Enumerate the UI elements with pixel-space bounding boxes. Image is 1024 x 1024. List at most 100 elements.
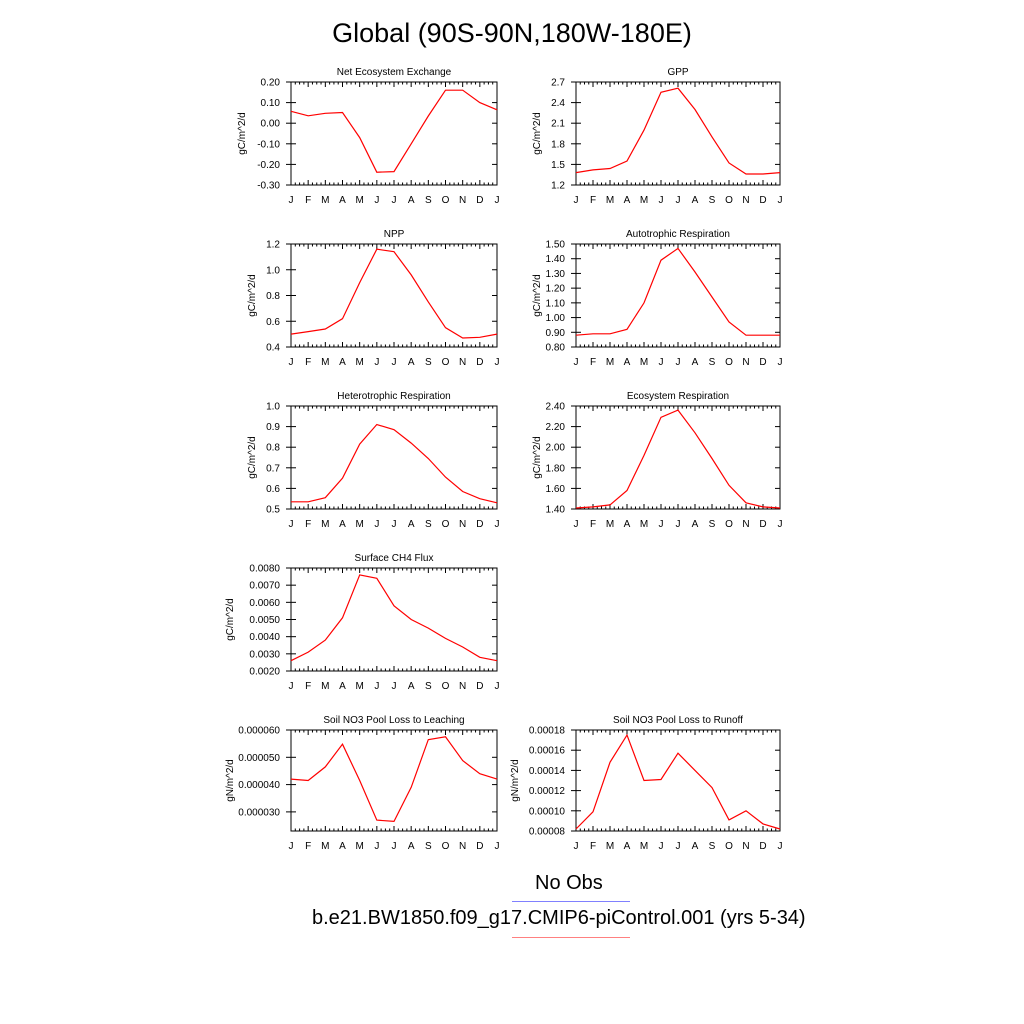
series-line — [290, 574, 498, 662]
x-tick-label: J — [289, 357, 294, 368]
x-tick-label: J — [574, 357, 579, 368]
plot-frame — [290, 81, 498, 186]
y-axis-label: gC/m^2/d — [247, 436, 258, 479]
x-tick-label: J — [392, 195, 397, 206]
x-tick-label: J — [289, 519, 294, 530]
y-tick-label: 0.00010 — [529, 806, 566, 817]
x-tick-label: M — [321, 841, 329, 852]
x-tick-label: D — [759, 519, 766, 530]
x-tick-label: N — [742, 841, 749, 852]
x-tick-label: M — [321, 519, 329, 530]
x-tick-label: J — [289, 195, 294, 206]
y-tick-label: 0.80 — [546, 343, 566, 354]
x-tick-label: O — [442, 357, 450, 368]
y-tick-label: 0.20 — [261, 78, 281, 89]
y-tick-label: -0.10 — [257, 139, 280, 150]
x-tick-label: D — [759, 357, 766, 368]
x-tick-label: F — [305, 519, 311, 530]
page-title: Global (90S-90N,180W-180E) — [332, 18, 692, 48]
x-tick-label: O — [725, 357, 733, 368]
plot-frame — [290, 243, 498, 348]
x-tick-label: J — [392, 681, 397, 692]
y-tick-label: 0.000050 — [238, 753, 280, 764]
y-tick-label: 1.30 — [546, 269, 566, 280]
y-tick-label: 0.00008 — [529, 827, 566, 838]
series-line — [291, 423, 498, 504]
y-tick-label: 0.4 — [266, 343, 280, 354]
x-tick-label: J — [495, 519, 500, 530]
y-tick-label: 2.00 — [546, 443, 566, 454]
plot-frame — [290, 567, 498, 672]
series-line — [575, 87, 781, 175]
plot-frame — [575, 405, 781, 510]
x-tick-label: J — [574, 195, 579, 206]
y-tick-label: 0.6 — [266, 317, 280, 328]
y-tick-label: 1.00 — [546, 313, 566, 324]
x-tick-label: M — [355, 357, 363, 368]
y-tick-label: 0.00016 — [529, 746, 566, 757]
y-tick-label: 1.20 — [546, 284, 566, 295]
x-tick-label: S — [425, 357, 432, 368]
x-tick-label: A — [624, 841, 631, 852]
x-tick-label: M — [321, 681, 329, 692]
x-tick-label: S — [425, 841, 432, 852]
y-tick-label: 0.00014 — [529, 766, 566, 777]
x-tick-label: A — [692, 195, 699, 206]
y-tick-label: 0.0050 — [249, 615, 280, 626]
y-tick-label: 1.40 — [546, 254, 566, 265]
y-tick-label: 0.0070 — [249, 581, 280, 592]
x-tick-label: D — [476, 195, 483, 206]
y-tick-label: 1.0 — [266, 402, 280, 413]
series-line — [290, 248, 498, 339]
x-tick-label: M — [606, 357, 614, 368]
x-tick-label: J — [392, 841, 397, 852]
y-tick-label: 1.0 — [266, 265, 280, 276]
y-tick-label: 1.2 — [266, 240, 280, 251]
x-tick-label: M — [606, 519, 614, 530]
y-axis-label: gN/m^2/d — [225, 759, 236, 802]
x-tick-label: M — [606, 841, 614, 852]
y-tick-label: 0.90 — [546, 328, 566, 339]
x-tick-label: M — [640, 841, 648, 852]
x-tick-label: J — [778, 519, 783, 530]
x-tick-label: A — [339, 841, 346, 852]
x-tick-label: J — [392, 519, 397, 530]
chart-title: Surface CH4 Flux — [355, 553, 434, 564]
x-tick-label: S — [709, 841, 716, 852]
y-tick-label: 0.0030 — [249, 649, 280, 660]
x-tick-label: N — [742, 519, 749, 530]
plot-frame — [290, 729, 498, 832]
x-tick-label: S — [425, 681, 432, 692]
y-axis-label: gN/m^2/d — [510, 759, 521, 802]
x-tick-label: M — [355, 519, 363, 530]
y-axis-label: gC/m^2/d — [225, 598, 236, 641]
y-axis-label: gC/m^2/d — [532, 112, 543, 155]
y-tick-label: 0.000060 — [238, 726, 280, 737]
x-tick-label: A — [692, 357, 699, 368]
x-tick-label: J — [659, 841, 664, 852]
x-tick-label: N — [459, 357, 466, 368]
x-tick-label: A — [692, 841, 699, 852]
x-tick-label: F — [590, 357, 596, 368]
x-tick-label: O — [725, 841, 733, 852]
x-tick-label: O — [725, 195, 733, 206]
x-tick-label: S — [709, 357, 716, 368]
x-tick-label: N — [459, 195, 466, 206]
x-tick-label: J — [374, 357, 379, 368]
x-tick-label: J — [659, 357, 664, 368]
x-tick-label: F — [305, 195, 311, 206]
x-tick-label: J — [659, 519, 664, 530]
y-tick-label: 1.80 — [546, 463, 566, 474]
x-tick-label: M — [640, 519, 648, 530]
x-tick-label: N — [459, 519, 466, 530]
y-tick-label: 0.0060 — [249, 598, 280, 609]
chart-title: GPP — [667, 67, 688, 78]
y-tick-label: 0.5 — [266, 505, 280, 516]
x-tick-label: D — [759, 841, 766, 852]
x-tick-label: J — [778, 195, 783, 206]
x-tick-label: A — [408, 681, 415, 692]
